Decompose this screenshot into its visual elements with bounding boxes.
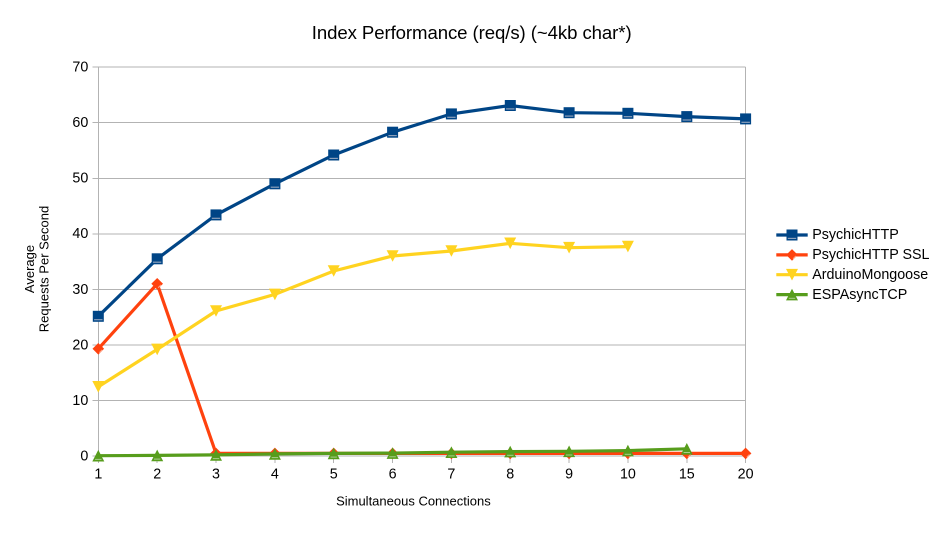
svg-text:10: 10: [72, 393, 88, 409]
svg-text:20: 20: [72, 337, 88, 353]
svg-text:10: 10: [620, 467, 636, 483]
svg-text:20: 20: [738, 467, 754, 483]
svg-text:1: 1: [94, 467, 102, 483]
svg-text:PsychicHTTP SSL: PsychicHTTP SSL: [812, 247, 929, 263]
svg-text:ESPAsyncTCP: ESPAsyncTCP: [812, 287, 907, 303]
svg-text:Index Performance (req/s) (~4k: Index Performance (req/s) (~4kb char*): [312, 22, 632, 43]
svg-text:50: 50: [72, 171, 88, 187]
svg-text:ArduinoMongoose: ArduinoMongoose: [812, 267, 928, 283]
svg-text:9: 9: [565, 467, 573, 483]
svg-text:15: 15: [679, 467, 695, 483]
svg-text:60: 60: [72, 115, 88, 131]
svg-text:5: 5: [330, 467, 338, 483]
svg-text:6: 6: [389, 467, 397, 483]
svg-text:8: 8: [506, 467, 514, 483]
svg-text:0: 0: [80, 448, 88, 464]
svg-text:3: 3: [212, 467, 220, 483]
svg-text:30: 30: [72, 282, 88, 298]
svg-text:Average: Average: [22, 245, 37, 293]
svg-text:Requests Per Second: Requests Per Second: [37, 206, 52, 332]
svg-text:2: 2: [153, 467, 161, 483]
svg-text:4: 4: [271, 467, 279, 483]
svg-text:Simultaneous Connections: Simultaneous Connections: [336, 494, 491, 509]
svg-text:70: 70: [72, 60, 88, 76]
svg-text:40: 40: [72, 226, 88, 242]
svg-text:PsychicHTTP: PsychicHTTP: [812, 227, 899, 243]
svg-text:7: 7: [447, 467, 455, 483]
